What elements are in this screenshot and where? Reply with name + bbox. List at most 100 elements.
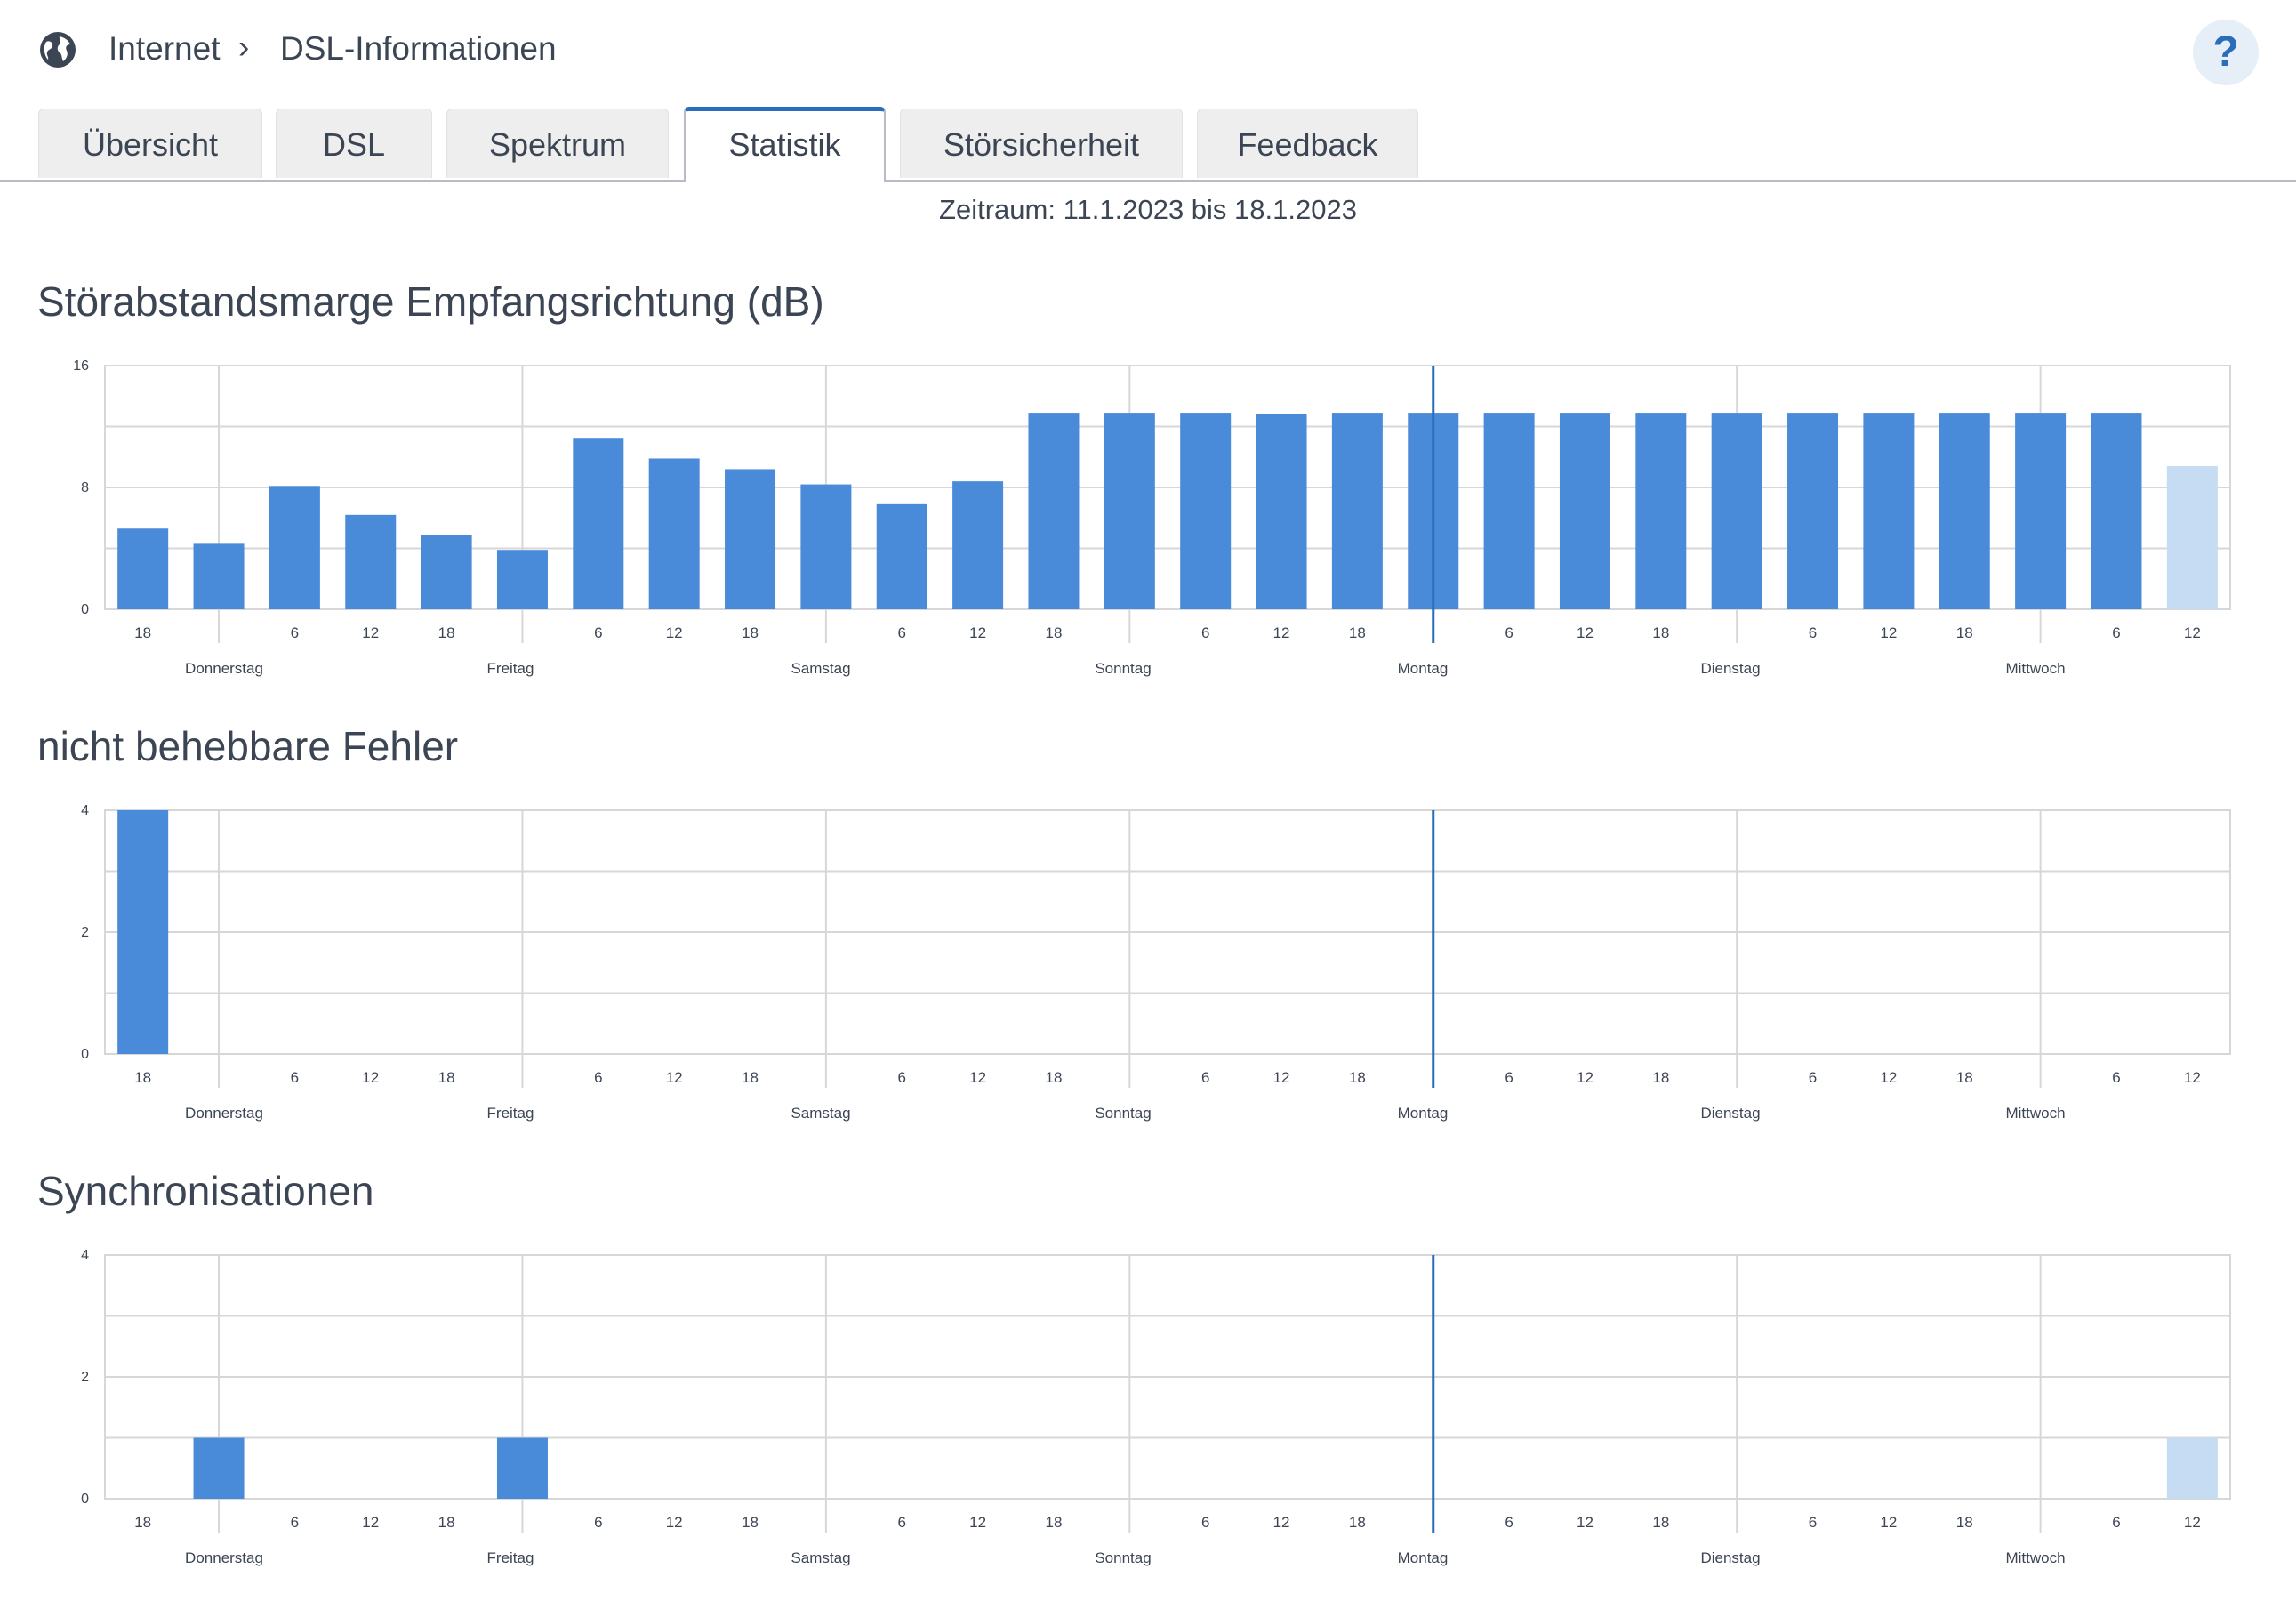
x-tick-label: 18	[1046, 1069, 1063, 1086]
tab-stoersicherheit[interactable]: Störsicherheit	[900, 109, 1183, 178]
x-tick-label: 18	[1046, 624, 1063, 641]
x-tick-label: 18	[438, 1069, 455, 1086]
bar	[193, 543, 245, 609]
day-label: Donnerstag	[185, 660, 263, 677]
x-tick-label: 6	[1201, 1514, 1209, 1531]
breadcrumb-internet[interactable]: Internet	[108, 30, 221, 67]
day-label: Mittwoch	[2005, 1549, 2065, 1566]
day-label: Montag	[1398, 1549, 1449, 1566]
bar	[1559, 413, 1610, 609]
y-tick-label: 2	[81, 1370, 89, 1385]
x-tick-label: 18	[742, 624, 759, 641]
day-label: Montag	[1398, 660, 1449, 677]
bar	[1180, 413, 1232, 609]
x-tick-label: 6	[2112, 624, 2120, 641]
tab-feedback[interactable]: Feedback	[1197, 109, 1418, 178]
day-label: Dienstag	[1700, 660, 1760, 677]
x-tick-label: 18	[1652, 624, 1669, 641]
bar	[345, 514, 397, 609]
bar	[1104, 413, 1155, 609]
x-tick-label: 18	[1956, 1069, 1973, 1086]
period-label: Zeitraum: 11.1.2023 bis 18.1.2023	[939, 194, 1357, 225]
y-tick-label: 4	[81, 1248, 89, 1263]
tab-statistik[interactable]: Statistik	[684, 107, 886, 182]
chevron-right-icon: ›	[238, 28, 250, 65]
x-tick-label: 12	[1273, 624, 1290, 641]
x-tick-label: 12	[969, 624, 986, 641]
x-tick-label: 18	[134, 1514, 151, 1531]
x-tick-label: 12	[1880, 624, 1897, 641]
x-tick-label: 12	[1273, 1514, 1290, 1531]
x-tick-label: 6	[291, 1514, 299, 1531]
bar	[800, 484, 852, 609]
day-label: Samstag	[791, 660, 850, 677]
tab-dsl[interactable]: DSL	[276, 109, 432, 178]
day-label: Donnerstag	[185, 1549, 263, 1566]
x-tick-label: 6	[1809, 1514, 1817, 1531]
day-label: Mittwoch	[2005, 660, 2065, 677]
bar	[1256, 414, 1307, 609]
bar	[1939, 413, 1990, 609]
x-tick-label: 12	[2184, 1514, 2201, 1531]
day-label: Dienstag	[1700, 1549, 1760, 1566]
help-icon[interactable]: ?	[2193, 20, 2259, 85]
x-tick-label: 12	[1273, 1069, 1290, 1086]
chart-title-errors: nicht behebbare Fehler	[37, 723, 459, 769]
tab-bar: Übersicht DSL Spektrum Statistik Störsic…	[0, 107, 2296, 182]
x-tick-label: 12	[666, 624, 683, 641]
x-tick-label: 12	[2184, 624, 2201, 641]
bar	[725, 469, 776, 609]
bar	[117, 528, 169, 609]
bar	[648, 458, 700, 609]
x-tick-label: 18	[134, 624, 151, 641]
x-tick-label: 6	[594, 1514, 602, 1531]
x-tick-label: 6	[594, 624, 602, 641]
x-tick-label: 12	[1880, 1514, 1897, 1531]
day-label: Sonntag	[1095, 1549, 1151, 1566]
tab-spektrum[interactable]: Spektrum	[446, 109, 669, 178]
x-tick-label: 6	[2112, 1069, 2120, 1086]
y-tick-label: 8	[81, 480, 89, 495]
x-tick-label: 6	[1505, 1514, 1513, 1531]
x-tick-label: 18	[742, 1069, 759, 1086]
day-label: Montag	[1398, 1105, 1449, 1122]
header-bar: Internet › DSL-Informationen ?	[0, 0, 2296, 107]
bar	[1863, 413, 1915, 609]
synchronisations-chart: 0 2 4 18 6 12 18 6 12 18 6 12 18 6 12 18 6 12 18 6 12 18 6 12 Do…	[81, 1248, 2231, 1566]
x-tick-label: 6	[2112, 1514, 2120, 1531]
tab-uebersicht[interactable]: Übersicht	[38, 109, 262, 178]
bar	[193, 1437, 245, 1499]
day-label: Samstag	[791, 1549, 850, 1566]
bar	[952, 481, 1004, 609]
bar	[269, 486, 320, 609]
bar	[1711, 413, 1762, 609]
x-tick-label: 18	[1349, 1514, 1366, 1531]
x-tick-label: 6	[1201, 624, 1209, 641]
y-tick-label: 0	[81, 1492, 89, 1507]
globe-icon	[40, 32, 76, 68]
x-tick-label: 12	[1577, 624, 1594, 641]
x-tick-label: 18	[134, 1069, 151, 1086]
x-tick-label: 12	[362, 624, 379, 641]
x-tick-label: 6	[1201, 1069, 1209, 1086]
bar-current	[2166, 1437, 2218, 1499]
x-tick-label: 12	[1880, 1069, 1897, 1086]
x-tick-label: 6	[291, 1069, 299, 1086]
uncorrectable-errors-chart: 0 2 4 18 6 12 18 6 12 18 6 12 18 6 12 18 6 12 18 6 12 18 6 12 Do…	[81, 803, 2231, 1122]
x-tick-label: 18	[1652, 1069, 1669, 1086]
bar	[496, 1437, 548, 1499]
day-label: Dienstag	[1700, 1105, 1760, 1122]
bar	[2015, 413, 2067, 609]
x-tick-label: 18	[1349, 1069, 1366, 1086]
y-tick-label: 0	[81, 1047, 89, 1062]
day-label: Samstag	[791, 1105, 850, 1122]
x-tick-label: 12	[666, 1514, 683, 1531]
x-tick-label: 18	[1652, 1514, 1669, 1531]
bar	[117, 810, 169, 1054]
bar	[1635, 413, 1687, 609]
x-tick-label: 6	[594, 1069, 602, 1086]
x-tick-label: 6	[898, 624, 906, 641]
x-tick-label: 6	[291, 624, 299, 641]
y-tick-label: 2	[81, 925, 89, 940]
snr-margin-chart: 0 8 16 18 6 12 18 6 12 18 6 12 18 6 12 18 6 12 18 6 12 18 6 12 D…	[73, 358, 2231, 677]
